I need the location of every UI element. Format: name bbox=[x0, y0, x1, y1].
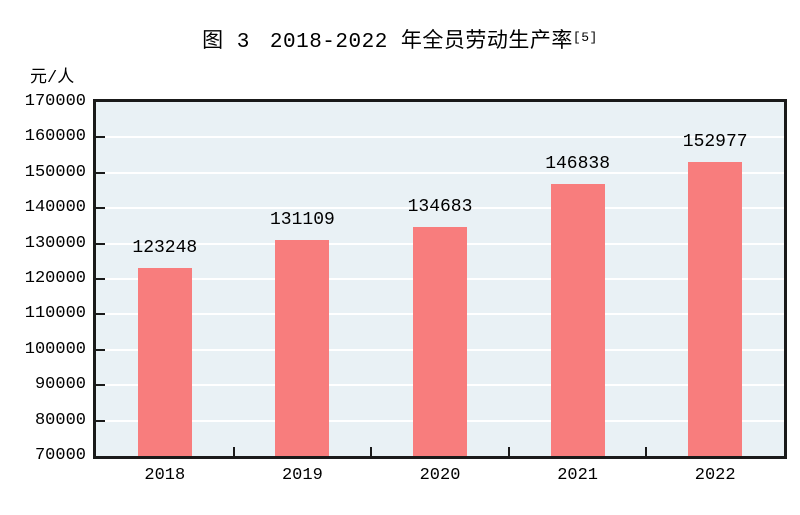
gridline-140000 bbox=[96, 207, 784, 210]
x-tick-label-2018: 2018 bbox=[144, 466, 186, 485]
x-tick-3 bbox=[507, 447, 510, 456]
y-tick-label-120000: 120000 bbox=[24, 269, 86, 288]
y-tick-label-140000: 140000 bbox=[24, 198, 86, 218]
bar-value-label-2022: 152977 bbox=[682, 132, 748, 153]
bar-2021 bbox=[550, 184, 605, 456]
y-tick-120000 bbox=[96, 278, 105, 280]
y-tick-110000 bbox=[96, 313, 105, 316]
gridline-160000 bbox=[96, 136, 784, 139]
y-tick-label-130000: 130000 bbox=[24, 233, 86, 253]
bar-2022 bbox=[688, 162, 743, 456]
chart-title: 图 3 2018-2022 年全员劳动生产率[5] bbox=[0, 24, 800, 54]
y-axis-unit-label: 元/人 bbox=[30, 69, 75, 88]
y-tick-140000 bbox=[96, 207, 105, 210]
y-tick-150000 bbox=[96, 171, 105, 174]
bar-value-label-2018: 123248 bbox=[132, 237, 198, 258]
y-tick-90000 bbox=[96, 384, 105, 387]
x-tick-label-2022: 2022 bbox=[694, 466, 736, 485]
y-tick-label-110000: 110000 bbox=[24, 304, 86, 324]
y-tick-100000 bbox=[96, 348, 105, 351]
x-tick-1 bbox=[232, 447, 235, 456]
y-tick-160000 bbox=[96, 136, 105, 139]
y-tick-label-70000: 70000 bbox=[34, 446, 86, 465]
y-tick-label-150000: 150000 bbox=[24, 162, 86, 182]
bar-2019 bbox=[275, 239, 330, 456]
y-tick-label-100000: 100000 bbox=[24, 339, 86, 359]
y-tick-label-90000: 90000 bbox=[34, 375, 86, 395]
y-tick-label-170000: 170000 bbox=[24, 92, 86, 111]
y-tick-80000 bbox=[96, 419, 105, 422]
gridline-150000 bbox=[96, 171, 784, 174]
bar-2018 bbox=[137, 267, 192, 456]
x-tick-label-2019: 2019 bbox=[281, 466, 323, 485]
x-tick-4 bbox=[645, 447, 648, 456]
bar-value-label-2021: 146838 bbox=[545, 154, 610, 174]
chart-title-text: 2018-2022 年全员劳动生产率 bbox=[269, 31, 573, 54]
x-tick-2 bbox=[370, 447, 373, 456]
figure-number-label: 图 3 bbox=[202, 31, 250, 54]
plot-area: 123248 131109 134683 146838 152977 bbox=[93, 99, 787, 459]
plot-inner: 123248 131109 134683 146838 152977 bbox=[96, 102, 784, 456]
x-tick-label-2020: 2020 bbox=[419, 466, 461, 485]
footnote-superscript: [5] bbox=[572, 30, 598, 45]
bar-value-label-2019: 131109 bbox=[269, 209, 335, 230]
y-tick-130000 bbox=[96, 242, 105, 245]
bar-2020 bbox=[413, 227, 467, 456]
y-tick-label-160000: 160000 bbox=[24, 127, 86, 147]
bar-value-label-2020: 134683 bbox=[407, 197, 473, 218]
y-tick-label-80000: 80000 bbox=[34, 410, 86, 430]
x-tick-label-2021: 2021 bbox=[557, 466, 598, 485]
